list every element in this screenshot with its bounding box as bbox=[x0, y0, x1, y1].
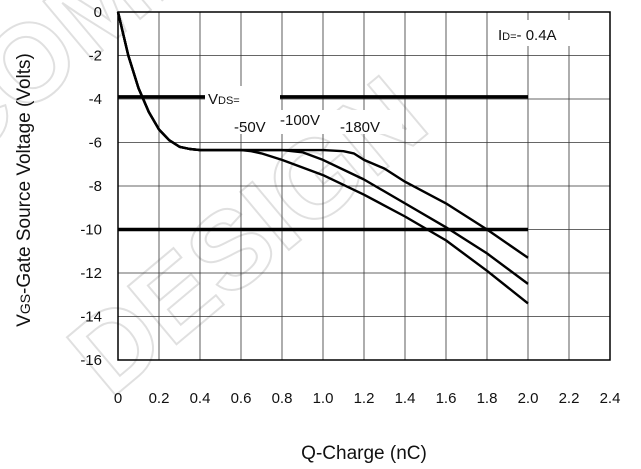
vds-label-180: -180V bbox=[340, 119, 380, 136]
id-prefix: I bbox=[498, 27, 502, 44]
y-tick-label: -14 bbox=[80, 309, 102, 326]
vds-prefix: V bbox=[208, 91, 218, 108]
y-tick-label: -12 bbox=[80, 265, 102, 282]
y-axis-label-prefix: V bbox=[14, 314, 35, 327]
x-tick-labels: 0 0.2 0.4 0.6 0.8 1.0 1.2 1.4 1.6 1.8 2.0 2.2 2.4 bbox=[114, 390, 621, 407]
y-axis-label-sub: GS bbox=[17, 294, 33, 314]
x-tick-label: 0.4 bbox=[190, 390, 211, 407]
x-tick-label: 0.8 bbox=[272, 390, 293, 407]
y-tick-label: -8 bbox=[89, 178, 102, 195]
x-tick-label: 2.4 bbox=[600, 390, 621, 407]
plot-frame bbox=[117, 11, 611, 361]
x-tick-label: 2.2 bbox=[559, 390, 580, 407]
x-axis-label: Q-Charge (nC) bbox=[301, 443, 427, 464]
vds-label-50: -50V bbox=[234, 119, 266, 136]
id-value: - 0.4A bbox=[517, 27, 557, 44]
y-tick-label: -2 bbox=[89, 48, 102, 65]
x-tick-label: 0 bbox=[114, 390, 122, 407]
x-tick-label: 1.6 bbox=[436, 390, 457, 407]
y-tick-label: -16 bbox=[80, 352, 102, 369]
reference-lines bbox=[118, 95, 528, 232]
y-tick-labels: 0 -2 -4 -6 -8 -10 -12 -14 -16 bbox=[80, 4, 102, 369]
x-tick-label: 1.0 bbox=[313, 390, 334, 407]
vds-values-bg bbox=[230, 110, 402, 134]
x-tick-label: 1.2 bbox=[354, 390, 375, 407]
x-tick-label: 1.4 bbox=[395, 390, 416, 407]
id-sub: D= bbox=[502, 31, 516, 43]
id-annotation-bg bbox=[490, 20, 600, 46]
id-annotation: ID=- 0.4A bbox=[498, 27, 557, 44]
vds-annotation-bg bbox=[205, 86, 280, 112]
x-tick-label: 2.0 bbox=[518, 390, 539, 407]
vds-annotation: VDS= bbox=[208, 91, 240, 108]
vds-sub: DS= bbox=[218, 95, 240, 107]
y-tick-label: 0 bbox=[94, 4, 102, 21]
y-tick-label: -10 bbox=[80, 222, 102, 239]
y-tick-label: -4 bbox=[89, 91, 102, 108]
x-tick-label: 0.6 bbox=[231, 390, 252, 407]
y-axis-label: VGS-Gate Source Voltage (Volts) bbox=[14, 53, 35, 327]
y-tick-label: -6 bbox=[89, 135, 102, 152]
x-tick-label: 1.8 bbox=[477, 390, 498, 407]
watermark: COMMEN DESIGN bbox=[0, 0, 450, 419]
x-tick-label: 0.2 bbox=[149, 390, 170, 407]
series-group bbox=[116, 11, 529, 305]
y-axis-label-rest: -Gate Source Voltage (Volts) bbox=[14, 53, 35, 294]
series-line-2 bbox=[116, 11, 529, 259]
vds-label-100: -100V bbox=[280, 112, 320, 129]
